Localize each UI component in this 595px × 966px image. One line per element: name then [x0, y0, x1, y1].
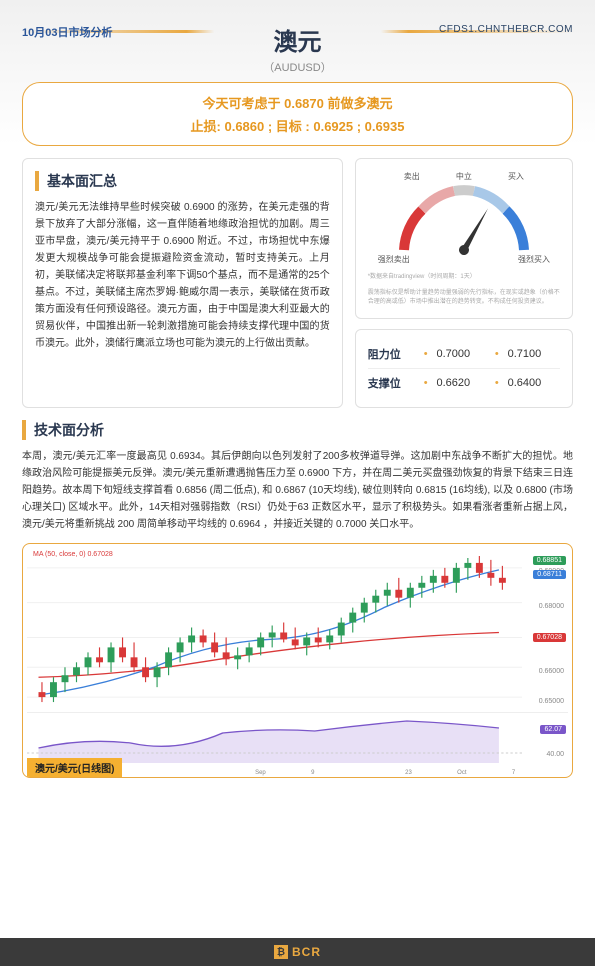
resistance-2: 0.7100	[489, 348, 560, 360]
fundamentals-panel: 基本面汇总 澳元/美元无法维持早些时候突破 0.6900 的涨势，在美元走强的背…	[22, 158, 343, 408]
chart-panel: MA (50, close, 0) 0.67028 0.690000.68000…	[22, 543, 573, 778]
x-axis-label: Sep	[255, 770, 266, 778]
price-badge: 0.68711	[533, 570, 566, 579]
levels-panel: 阻力位 0.7000 0.7100 支撑位 0.6620 0.6400	[355, 329, 573, 408]
ma-indicator-label: MA (50, close, 0) 0.67028	[33, 551, 113, 558]
resistance-label: 阻力位	[368, 346, 418, 362]
y-axis-label: 0.66000	[537, 668, 566, 675]
chart-caption: 澳元/美元(日线图)	[27, 758, 122, 777]
recommendation-box: 今天可考虑于 0.6870 前做多澳元 止损: 0.6860 ; 目标 : 0.…	[22, 82, 573, 146]
recommendation-levels: 止损: 0.6860 ; 目标 : 0.6925 ; 0.6935	[38, 116, 557, 135]
gauge-disclaimer: 震荡指标仅是帮助计量趋势动量强弱的先行指标，在现实或趋象（价格不合理的高或低）市…	[368, 289, 560, 306]
fundamentals-body: 澳元/美元无法维持早些时候突破 0.6900 的涨势，在美元走强的背景下放弃了大…	[35, 199, 330, 352]
x-axis-label: Oct	[457, 770, 466, 778]
footer-brand: BCR	[292, 945, 321, 959]
sentiment-gauge-panel: 卖出 中立 买入 强烈卖出 强烈买入 *数据来自tradingview（时间周期…	[355, 158, 573, 319]
header: 10月03日市场分析 CFDS1.CHNTHEBCR.COM 澳元 （AUDUS…	[0, 0, 595, 70]
support-2: 0.6400	[489, 377, 560, 389]
fundamentals-title: 基本面汇总	[35, 171, 330, 191]
price-badge: 0.68851	[533, 556, 566, 565]
support-1: 0.6620	[418, 377, 489, 389]
price-chart: MA (50, close, 0) 0.67028 0.690000.68000…	[27, 548, 568, 713]
gauge-buy-label: 买入	[508, 171, 524, 182]
x-axis-label: 23	[405, 770, 412, 778]
gauge-chart	[384, 185, 544, 255]
x-axis-label: 9	[311, 770, 314, 778]
recommendation-strategy: 今天可考虑于 0.6870 前做多澳元	[38, 93, 557, 112]
support-label: 支撑位	[368, 375, 418, 391]
rsi-axis-label: 40.00	[544, 751, 566, 758]
technical-section: 技术面分析 本周，澳元/美元汇率一度最高见 0.6934。其后伊朗向以色列发射了…	[22, 420, 573, 533]
y-axis-label: 0.65000	[537, 698, 566, 705]
instrument-subtitle: （AUDUSD）	[20, 59, 575, 75]
gauge-neutral-label: 中立	[456, 171, 472, 182]
technical-title: 技术面分析	[22, 420, 573, 440]
gauge-source: *数据来自tradingview（时间周期：1天）	[368, 273, 560, 281]
footer-logo-icon: ₿	[274, 945, 288, 959]
gauge-strong-buy-label: 强烈买入	[518, 254, 550, 265]
footer: ₿ BCR	[0, 938, 595, 966]
instrument-title: 澳元	[259, 22, 337, 57]
price-badge: 0.67028	[533, 633, 566, 642]
resistance-1: 0.7000	[418, 348, 489, 360]
y-axis-label: 0.68000	[537, 603, 566, 610]
rsi-value-badge: 62.07	[540, 725, 566, 734]
gauge-sell-label: 卖出	[404, 171, 420, 182]
technical-body: 本周，澳元/美元汇率一度最高见 0.6934。其后伊朗向以色列发射了200多枚弹…	[22, 448, 573, 533]
x-axis-label: 7	[512, 770, 515, 778]
gauge-strong-sell-label: 强烈卖出	[378, 254, 410, 265]
